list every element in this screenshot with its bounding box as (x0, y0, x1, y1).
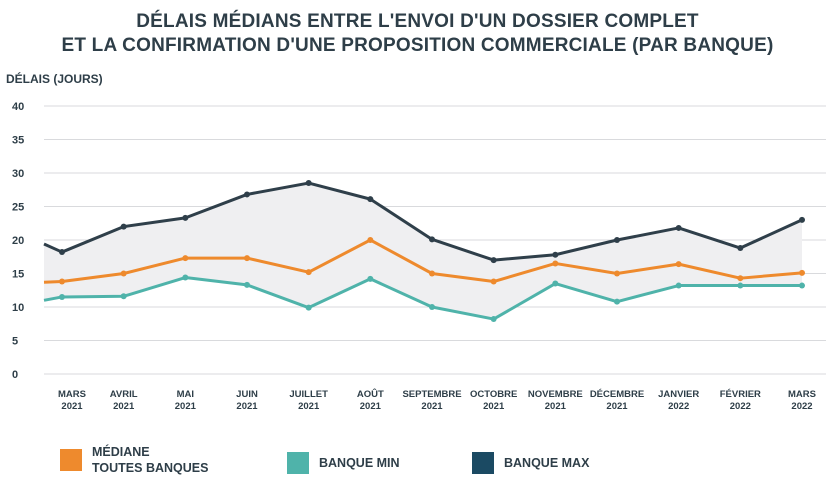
y-tick-label: 10 (12, 302, 24, 314)
data-point-min (120, 293, 127, 300)
data-point-min (305, 304, 312, 311)
data-point-min (59, 293, 65, 300)
data-point-min (490, 316, 497, 323)
data-point-min (182, 274, 189, 281)
x-tick-label: AVRIL 2021 (110, 389, 138, 412)
x-tick-label: FÉVRIER 2022 (720, 389, 761, 412)
chart-title-line-2: ET LA CONFIRMATION D'UNE PROPOSITION COM… (61, 35, 774, 56)
data-point-min (799, 282, 805, 289)
line-chart: 0 5 10 15 20 25 30 35 40 MARS 2021 AVRIL 2021 MAI 2021… (12, 101, 826, 412)
series-line-median (43, 238, 803, 284)
legend-swatch-median (60, 449, 82, 471)
data-point-median (552, 260, 559, 267)
legend-swatch-max (472, 452, 494, 474)
data-point-max (552, 251, 559, 258)
y-tick-label: 0 (12, 369, 18, 381)
x-tick-label: SEPTEMBRE 2021 (402, 389, 461, 412)
data-point-min (429, 304, 435, 310)
data-point-median (490, 278, 497, 285)
data-point-median (120, 270, 127, 277)
data-point-median (367, 237, 374, 243)
range-band (44, 183, 802, 320)
x-tick-label: MARS 2021 (58, 389, 86, 412)
data-point-median (737, 275, 744, 282)
x-tick-label: OCTOBRE 2021 (470, 389, 517, 412)
data-point-max (305, 180, 312, 187)
series-line-min (43, 276, 802, 321)
x-tick-label: AOÛT 2021 (357, 388, 384, 412)
data-point-min (614, 298, 620, 305)
data-point-min (367, 275, 374, 282)
data-point-max (429, 236, 435, 243)
legend-item-min: BANQUE MIN (287, 452, 400, 474)
legend-label-max: BANQUE MAX (504, 456, 590, 470)
data-point-median (305, 269, 312, 276)
x-tick-label: JUILLET 2021 (289, 389, 328, 412)
data-point-min (244, 281, 250, 288)
legend-label-median: MÉDIANE TOUTES BANQUES (92, 445, 209, 475)
x-tick-label: DÉCEMBRE 2021 (590, 389, 644, 412)
data-point-max (244, 191, 250, 198)
data-point-max (614, 237, 620, 243)
y-tick-label: 5 (12, 336, 18, 348)
legend-label-min: BANQUE MIN (319, 456, 400, 470)
x-tick-label: MAI 2021 (175, 389, 197, 412)
data-point-max (737, 245, 744, 252)
chart-title: DÉLAIS MÉDIANS ENTRE L'ENVOI D'UN DOSSIE… (0, 10, 835, 58)
x-tick-label: JUIN 2021 (236, 389, 258, 412)
data-point-median (429, 270, 435, 277)
chart-title-line-1: DÉLAIS MÉDIANS ENTRE L'ENVOI D'UN DOSSIE… (136, 11, 699, 32)
legend-swatch-min (287, 452, 309, 474)
y-tick-label: 30 (12, 168, 24, 180)
data-point-median (182, 255, 189, 262)
data-point-max (799, 216, 805, 223)
data-point-median (675, 261, 682, 268)
legend: MÉDIANE TOUTES BANQUES BANQUE MIN BANQUE… (0, 442, 835, 482)
y-tick-label: 35 (12, 135, 24, 147)
legend-item-median: MÉDIANE TOUTES BANQUES (60, 444, 208, 476)
data-point-max (490, 257, 497, 264)
y-tick-label: 40 (12, 101, 24, 113)
series-line-max (43, 181, 803, 262)
y-tick-label: 15 (12, 269, 24, 281)
data-point-min (737, 282, 744, 289)
data-point-max (59, 249, 65, 256)
x-tick-label: MARS 2022 (788, 389, 816, 412)
data-point-max (120, 223, 127, 230)
data-point-max (182, 214, 189, 221)
data-point-median (244, 255, 250, 262)
data-point-min (552, 280, 559, 287)
y-tick-label: 25 (12, 202, 24, 214)
x-tick-label: NOVEMBRE 2021 (528, 389, 583, 412)
y-axis-label: DÉLAIS (JOURS) (6, 72, 103, 86)
x-tick-label: JANVIER 2022 (658, 389, 699, 412)
legend-item-max: BANQUE MAX (472, 452, 589, 474)
data-point-max (675, 224, 682, 231)
data-point-median (614, 270, 620, 277)
data-point-min (675, 282, 682, 289)
data-point-max (367, 196, 374, 203)
data-point-median (799, 269, 805, 276)
y-tick-label: 20 (12, 235, 24, 247)
data-point-median (59, 278, 65, 285)
